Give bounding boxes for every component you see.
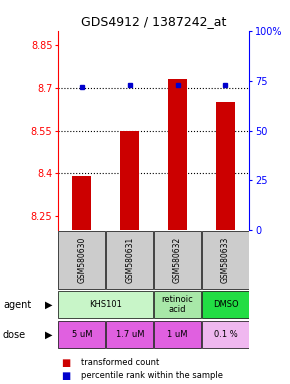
Bar bbox=[216, 102, 235, 230]
Text: ■: ■ bbox=[61, 358, 70, 368]
Text: 1.7 uM: 1.7 uM bbox=[115, 330, 144, 339]
Bar bbox=[106, 231, 153, 289]
Text: GSM580633: GSM580633 bbox=[221, 237, 230, 283]
Text: DMSO: DMSO bbox=[213, 300, 238, 309]
Bar bbox=[59, 291, 153, 318]
Text: transformed count: transformed count bbox=[81, 358, 160, 367]
Text: ■: ■ bbox=[61, 371, 70, 381]
Text: 0.1 %: 0.1 % bbox=[214, 330, 237, 339]
Text: ▶: ▶ bbox=[45, 329, 52, 340]
Bar bbox=[72, 176, 92, 230]
Text: retinoic
acid: retinoic acid bbox=[162, 295, 193, 314]
Bar bbox=[168, 79, 187, 230]
Text: 5 uM: 5 uM bbox=[72, 330, 92, 339]
Text: dose: dose bbox=[3, 329, 26, 340]
Bar bbox=[59, 321, 105, 348]
Text: ▶: ▶ bbox=[45, 300, 52, 310]
Text: GSM580632: GSM580632 bbox=[173, 237, 182, 283]
Bar bbox=[154, 321, 201, 348]
Bar bbox=[202, 321, 249, 348]
Text: GSM580631: GSM580631 bbox=[125, 237, 134, 283]
Bar bbox=[120, 131, 139, 230]
Bar bbox=[106, 321, 153, 348]
Bar bbox=[202, 291, 249, 318]
Bar bbox=[59, 231, 105, 289]
Text: percentile rank within the sample: percentile rank within the sample bbox=[81, 371, 223, 380]
Text: KHS101: KHS101 bbox=[89, 300, 122, 309]
Text: agent: agent bbox=[3, 300, 31, 310]
Text: GSM580630: GSM580630 bbox=[77, 237, 86, 283]
Bar bbox=[202, 231, 249, 289]
Text: 1 uM: 1 uM bbox=[167, 330, 188, 339]
Title: GDS4912 / 1387242_at: GDS4912 / 1387242_at bbox=[81, 15, 226, 28]
Bar bbox=[154, 291, 201, 318]
Bar bbox=[154, 231, 201, 289]
